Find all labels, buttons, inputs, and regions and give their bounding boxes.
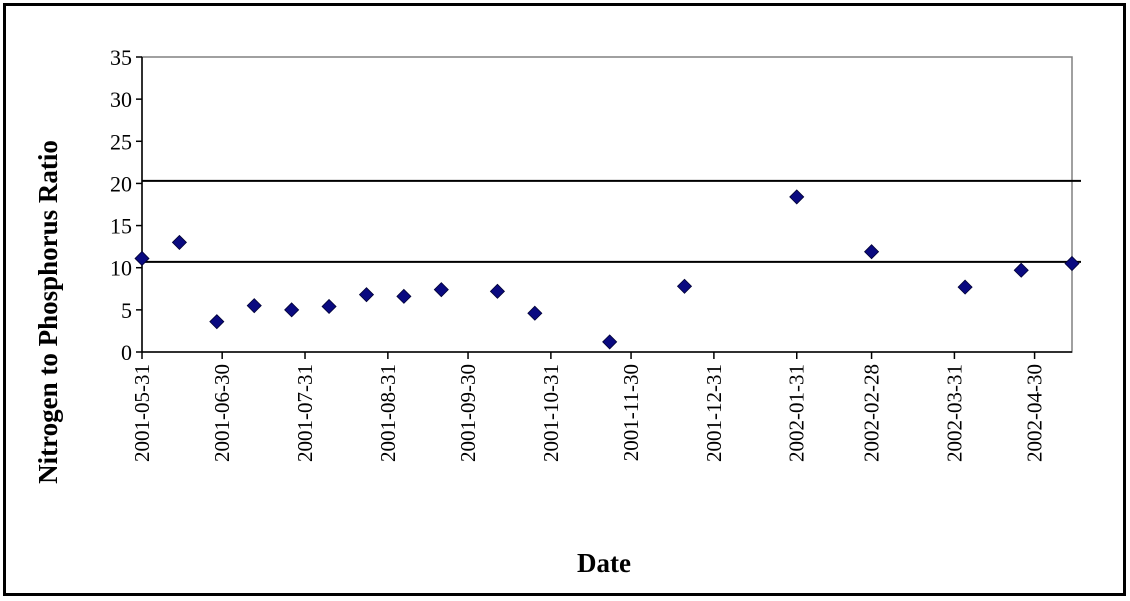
data-point — [489, 283, 505, 299]
x-tick-label: 2002-01-31 — [785, 364, 809, 462]
data-point — [1013, 262, 1029, 278]
data-point — [171, 234, 187, 250]
x-tick-label: 2002-03-31 — [942, 364, 966, 462]
y-tick-label: 0 — [121, 340, 132, 365]
x-tick-label: 2001-08-31 — [376, 364, 400, 462]
x-tick-label: 2001-12-31 — [702, 364, 726, 462]
x-tick-label: 2001-10-31 — [539, 364, 563, 462]
x-tick-label: 2001-07-31 — [293, 364, 317, 462]
x-tick-label: 2001-09-30 — [456, 364, 480, 462]
x-axis-ticks: 2001-05-31 2001-06-30 2001-07-31 2001-08-31… — [130, 352, 1047, 462]
data-point — [864, 244, 880, 260]
data-point — [789, 189, 805, 205]
data-point — [396, 288, 412, 304]
y-axis-title: Nitrogen to Phosphorus Ratio — [33, 140, 63, 484]
data-point — [1064, 255, 1080, 272]
y-tick-label: 20 — [110, 171, 132, 196]
y-tick-label: 30 — [110, 87, 132, 112]
data-point — [134, 250, 150, 267]
data-point — [209, 314, 225, 330]
data-point — [321, 298, 337, 315]
x-tick-label: 2001-05-31 — [130, 364, 154, 462]
data-point — [527, 305, 543, 321]
x-tick-label: 2001-11-30 — [619, 364, 643, 461]
y-tick-label: 25 — [110, 129, 132, 154]
data-point — [284, 302, 300, 318]
data-point — [957, 279, 973, 295]
x-tick-label: 2002-04-30 — [1023, 364, 1047, 462]
x-tick-label: 2001-06-30 — [210, 364, 234, 462]
data-point — [433, 282, 449, 298]
y-tick-label: 10 — [110, 256, 132, 281]
reference-lines — [142, 179, 1081, 263]
x-tick-label: 2002-02-28 — [860, 364, 884, 462]
x-axis-title: Date — [577, 548, 631, 578]
plot-area — [141, 56, 1073, 353]
data-points — [134, 189, 1080, 350]
data-point — [358, 287, 375, 303]
plot-border — [141, 56, 1073, 353]
y-tick-label: 35 — [110, 45, 132, 70]
data-point — [602, 334, 618, 350]
chart-frame — [3, 3, 1126, 596]
y-tick-label: 5 — [121, 298, 132, 323]
data-point — [246, 298, 262, 314]
y-axis-ticks: 0 5 10 15 20 25 30 35 — [110, 45, 142, 365]
y-tick-label: 15 — [110, 214, 132, 239]
data-point — [676, 278, 693, 294]
